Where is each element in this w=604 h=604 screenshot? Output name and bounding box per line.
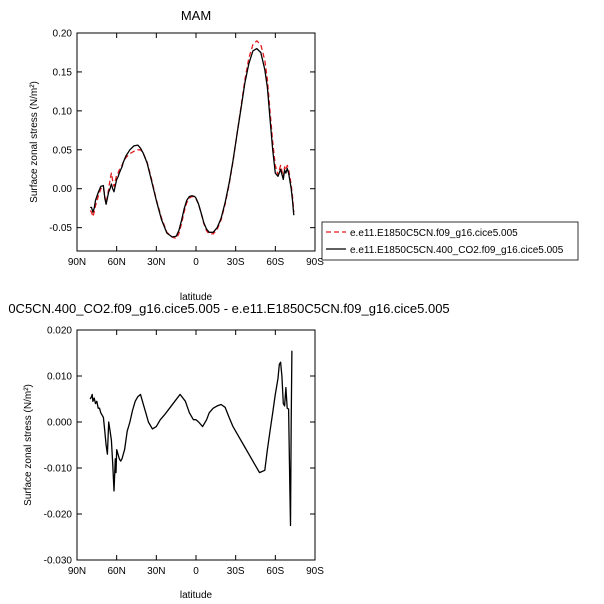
bottom-x-tick-label: 90S — [306, 566, 324, 577]
bottom-series-line-1 — [89, 350, 293, 527]
bottom-chart-title: 0C5CN.400_CO2.f09_g16.cice5.005 - e.e11.… — [8, 301, 449, 316]
top-x-ticks: 90N 60N 30N 0 30S 60S 90S — [68, 33, 324, 268]
bottom-y-tick-label: 0.000 — [47, 418, 72, 429]
bottom-y-ticks: -0.030 -0.020 -0.010 0.000 0.010 0.020 — [44, 326, 315, 567]
top-x-axis-label: latitude — [180, 292, 213, 303]
bottom-series-lines — [89, 350, 293, 527]
legend-label-series-1: e.e11.E1850C5CN.f09_g16.cice5.005 — [350, 228, 518, 239]
bottom-x-ticks: 90N 60N 30N 0 30S 60S 90S — [68, 330, 324, 577]
top-x-tick-label: 30S — [227, 257, 245, 268]
bottom-y-tick-label: 0.010 — [47, 372, 72, 383]
top-y-tick-label: 0.15 — [53, 67, 73, 78]
legend-box — [321, 221, 579, 261]
bottom-x-tick-label: 30N — [147, 566, 165, 577]
top-panel: MAM -0.05 0.00 0.05 0.10 0.15 0.20 90N 60N 30N 0… — [29, 8, 324, 303]
top-y-tick-label: 0.00 — [53, 184, 73, 195]
top-plot-frame — [76, 32, 316, 252]
top-chart-title: MAM — [181, 8, 211, 23]
top-x-tick-label: 90N — [68, 257, 86, 268]
bottom-y-tick-label: 0.020 — [47, 326, 72, 337]
top-x-tick-label: 60S — [266, 257, 284, 268]
bottom-y-axis-label: Surface zonal stress (N/m²) — [23, 384, 34, 506]
bottom-x-tick-label: 0 — [193, 566, 199, 577]
top-x-tick-label: 90S — [306, 257, 324, 268]
bottom-x-tick-label: 30S — [227, 566, 245, 577]
top-x-tick-label: 30N — [147, 257, 165, 268]
top-x-tick-label: 0 — [193, 257, 199, 268]
top-y-tick-label: 0.05 — [53, 145, 73, 156]
bottom-x-tick-label: 60S — [266, 566, 284, 577]
top-y-axis-label: Surface zonal stress (N/m²) — [29, 81, 40, 203]
top-series-line-2 — [90, 47, 295, 238]
bottom-y-tick-label: -0.020 — [44, 510, 73, 521]
bottom-x-tick-label: 90N — [68, 566, 86, 577]
top-series-line-1 — [89, 40, 295, 240]
bottom-y-tick-label: -0.030 — [44, 556, 73, 567]
top-y-ticks: -0.05 0.00 0.05 0.10 0.15 0.20 — [49, 29, 315, 234]
top-y-tick-label: 0.20 — [53, 29, 73, 40]
top-series-lines — [89, 40, 295, 240]
bottom-y-tick-label: -0.010 — [44, 464, 73, 475]
bottom-x-axis-label: latitude — [180, 590, 213, 601]
legend: e.e11.E1850C5CN.f09_g16.cice5.005 e.e11.… — [321, 221, 579, 261]
top-y-tick-label: -0.05 — [49, 223, 72, 234]
legend-label-series-2: e.e11.E1850C5CN.400_CO2.f09_g16.cice5.00… — [350, 245, 564, 256]
bottom-panel: 0C5CN.400_CO2.f09_g16.cice5.005 - e.e11.… — [8, 301, 449, 601]
top-y-tick-label: 0.10 — [53, 106, 73, 117]
bottom-x-tick-label: 60N — [107, 566, 125, 577]
top-x-tick-label: 60N — [107, 257, 125, 268]
